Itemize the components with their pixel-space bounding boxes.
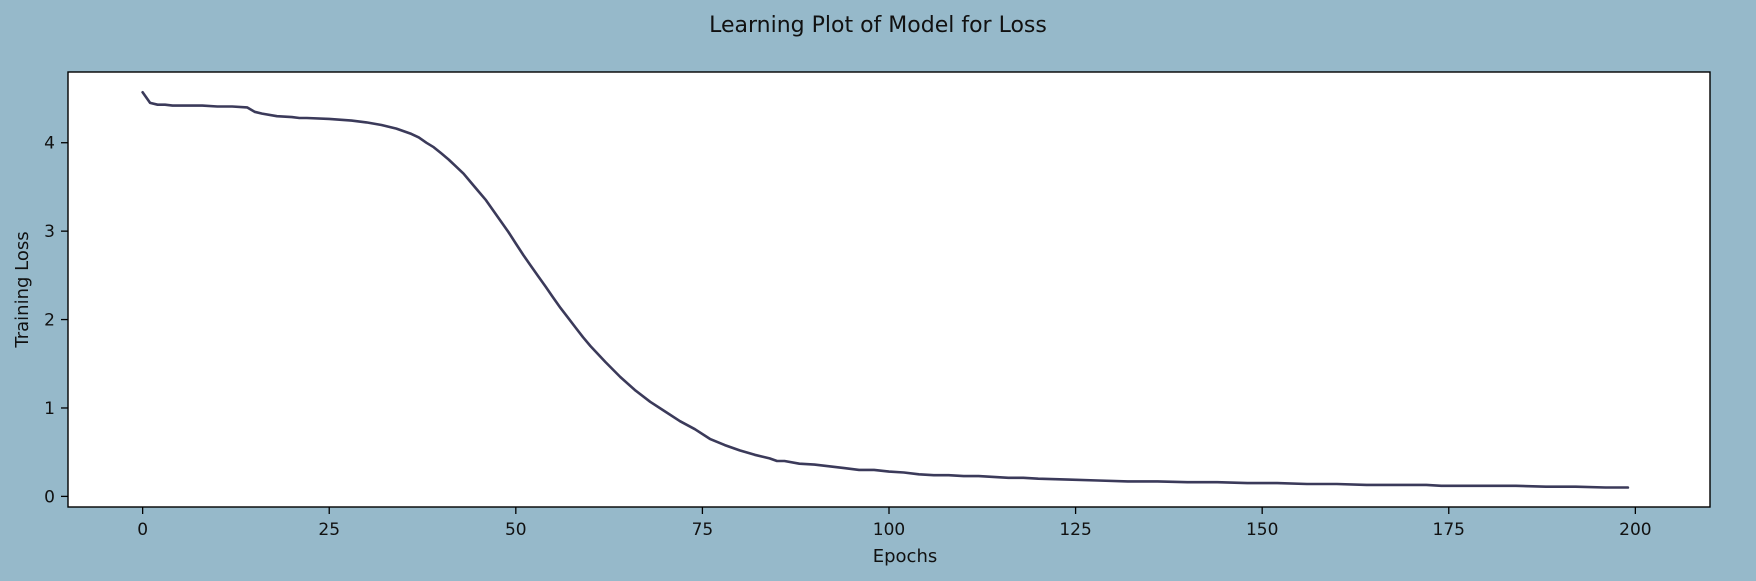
x-tick-label: 175 bbox=[1433, 520, 1465, 540]
y-tick-label: 1 bbox=[44, 399, 55, 419]
x-axis-label: Epochs bbox=[873, 546, 938, 567]
x-tick-label: 150 bbox=[1246, 520, 1278, 540]
x-tick-label: 125 bbox=[1059, 520, 1091, 540]
plot-frame bbox=[67, 71, 1711, 508]
x-tick-label: 50 bbox=[505, 520, 527, 540]
x-tick-label: 100 bbox=[873, 520, 905, 540]
x-tick-label: 0 bbox=[137, 520, 148, 540]
y-tick-label: 2 bbox=[44, 311, 55, 331]
y-axis-label: Training Loss bbox=[12, 231, 33, 348]
x-tick-label: 200 bbox=[1619, 520, 1651, 540]
y-tick-label: 3 bbox=[44, 222, 55, 242]
axis-ticks: 0 25 50 75 100 125 150 175 200 0 1 2 3 4 bbox=[44, 134, 1651, 540]
chart-title: Learning Plot of Model for Loss bbox=[709, 13, 1047, 38]
x-tick-label: 75 bbox=[692, 520, 714, 540]
x-tick-label: 25 bbox=[318, 520, 340, 540]
y-tick-label: 0 bbox=[44, 487, 55, 507]
y-tick-label: 4 bbox=[44, 134, 55, 154]
data-points bbox=[142, 92, 1628, 488]
plot-area bbox=[68, 72, 1710, 507]
